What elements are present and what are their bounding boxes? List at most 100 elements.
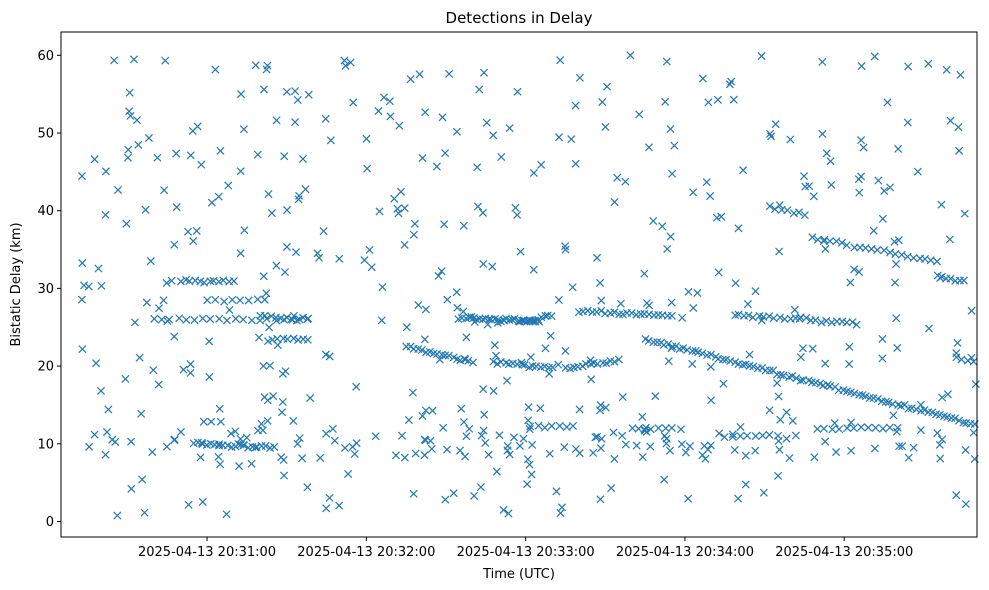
data-point <box>220 297 229 306</box>
data-point <box>216 146 225 155</box>
data-point <box>819 424 828 433</box>
data-point <box>129 55 138 64</box>
data-point <box>479 385 488 394</box>
data-point <box>878 334 887 343</box>
data-point <box>415 70 424 79</box>
data-point <box>214 192 223 201</box>
data-point <box>259 272 268 281</box>
data-point <box>765 202 774 211</box>
data-point <box>757 316 766 325</box>
data-point <box>798 344 807 353</box>
data-point <box>794 208 803 217</box>
data-point <box>706 192 715 201</box>
data-point <box>400 453 409 462</box>
data-point <box>470 491 479 500</box>
data-point <box>935 440 944 449</box>
data-point <box>225 305 234 314</box>
data-point <box>818 57 827 66</box>
data-point <box>344 469 353 479</box>
data-point <box>374 107 383 116</box>
data-point <box>261 441 270 450</box>
data-point <box>377 316 386 325</box>
data-point <box>818 129 827 138</box>
data-point <box>621 440 630 449</box>
data-point <box>586 356 595 365</box>
data-point <box>215 314 224 323</box>
data-point <box>765 406 774 415</box>
data-point <box>441 149 450 158</box>
data-point <box>730 445 739 454</box>
data-point <box>459 418 468 427</box>
data-point <box>142 298 151 307</box>
data-point <box>516 247 525 256</box>
data-point <box>231 314 240 323</box>
data-point <box>936 273 945 282</box>
data-point <box>957 355 966 364</box>
data-point <box>830 419 839 428</box>
data-point <box>894 236 903 245</box>
data-point <box>765 312 774 321</box>
data-point <box>635 110 644 119</box>
data-point <box>593 432 602 441</box>
data-point <box>483 320 492 329</box>
data-point <box>843 424 852 433</box>
data-point <box>661 424 670 433</box>
data-point <box>527 470 536 479</box>
data-point <box>774 436 783 445</box>
data-point <box>504 509 513 518</box>
data-point <box>198 314 207 323</box>
data-point <box>441 495 450 504</box>
data-point <box>855 390 864 399</box>
data-point <box>575 405 584 414</box>
data-point <box>780 315 789 324</box>
data-point <box>229 277 238 286</box>
data-point <box>916 400 925 409</box>
data-point <box>610 198 619 207</box>
data-point <box>892 314 901 323</box>
data-point <box>348 442 357 451</box>
data-point <box>562 423 571 432</box>
data-point <box>597 434 606 443</box>
data-point <box>788 416 797 425</box>
data-point <box>211 65 220 74</box>
data-point <box>938 435 947 444</box>
data-point <box>349 98 358 107</box>
data-point <box>731 279 740 288</box>
data-point <box>736 431 745 441</box>
data-point <box>598 98 607 107</box>
data-point <box>316 453 325 462</box>
data-point <box>110 56 119 65</box>
data-point <box>197 438 206 447</box>
data-point <box>897 250 906 259</box>
data-point <box>121 374 130 383</box>
data-point <box>523 455 532 464</box>
data-point <box>678 313 687 322</box>
data-point <box>400 240 409 249</box>
data-point <box>952 349 961 358</box>
data-point <box>613 173 622 182</box>
data-point <box>845 360 854 369</box>
data-point <box>662 57 671 66</box>
data-point <box>904 62 913 71</box>
data-point <box>420 335 429 344</box>
data-point <box>810 453 819 462</box>
data-point <box>738 360 747 369</box>
data-point <box>821 244 830 253</box>
data-point <box>741 451 750 460</box>
data-point <box>583 306 592 315</box>
data-point <box>298 154 307 163</box>
data-point <box>734 494 743 503</box>
data-point <box>891 250 900 259</box>
data-point <box>186 151 195 160</box>
data-point <box>360 256 369 265</box>
data-point <box>593 253 602 262</box>
data-point <box>138 475 147 484</box>
data-point <box>894 144 903 153</box>
data-point <box>526 422 535 431</box>
data-point <box>78 259 87 268</box>
data-point <box>561 346 570 355</box>
data-point <box>341 61 350 70</box>
data-point <box>881 397 890 406</box>
data-point <box>790 305 799 314</box>
